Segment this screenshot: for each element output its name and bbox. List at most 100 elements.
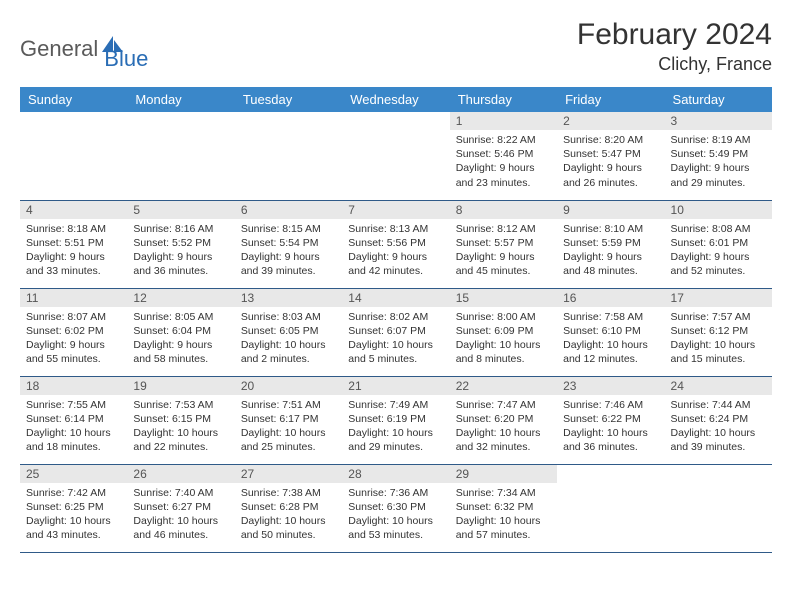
day-number: 16 bbox=[557, 289, 664, 307]
day-details: Sunrise: 8:18 AMSunset: 5:51 PMDaylight:… bbox=[20, 219, 127, 283]
day-details: Sunrise: 7:55 AMSunset: 6:14 PMDaylight:… bbox=[20, 395, 127, 459]
day-cell: 21Sunrise: 7:49 AMSunset: 6:19 PMDayligh… bbox=[342, 376, 449, 464]
day-cell: 13Sunrise: 8:03 AMSunset: 6:05 PMDayligh… bbox=[235, 288, 342, 376]
day-number: 27 bbox=[235, 465, 342, 483]
location: Clichy, France bbox=[577, 54, 772, 75]
day-details: Sunrise: 8:00 AMSunset: 6:09 PMDaylight:… bbox=[450, 307, 557, 371]
day-number: 12 bbox=[127, 289, 234, 307]
day-details: Sunrise: 8:19 AMSunset: 5:49 PMDaylight:… bbox=[665, 130, 772, 194]
day-number: 22 bbox=[450, 377, 557, 395]
empty-cell bbox=[557, 464, 664, 552]
calendar-header-row: SundayMondayTuesdayWednesdayThursdayFrid… bbox=[20, 87, 772, 112]
day-number: 24 bbox=[665, 377, 772, 395]
empty-cell bbox=[127, 112, 234, 200]
weekday-header: Monday bbox=[127, 87, 234, 112]
day-number: 3 bbox=[665, 112, 772, 130]
day-details: Sunrise: 7:47 AMSunset: 6:20 PMDaylight:… bbox=[450, 395, 557, 459]
day-number: 13 bbox=[235, 289, 342, 307]
day-cell: 1Sunrise: 8:22 AMSunset: 5:46 PMDaylight… bbox=[450, 112, 557, 200]
empty-cell bbox=[20, 112, 127, 200]
day-cell: 6Sunrise: 8:15 AMSunset: 5:54 PMDaylight… bbox=[235, 200, 342, 288]
day-cell: 2Sunrise: 8:20 AMSunset: 5:47 PMDaylight… bbox=[557, 112, 664, 200]
calendar-row: 4Sunrise: 8:18 AMSunset: 5:51 PMDaylight… bbox=[20, 200, 772, 288]
day-cell: 23Sunrise: 7:46 AMSunset: 6:22 PMDayligh… bbox=[557, 376, 664, 464]
day-number: 5 bbox=[127, 201, 234, 219]
empty-cell bbox=[342, 112, 449, 200]
day-details: Sunrise: 8:10 AMSunset: 5:59 PMDaylight:… bbox=[557, 219, 664, 283]
day-details: Sunrise: 7:34 AMSunset: 6:32 PMDaylight:… bbox=[450, 483, 557, 547]
weekday-header: Tuesday bbox=[235, 87, 342, 112]
day-cell: 8Sunrise: 8:12 AMSunset: 5:57 PMDaylight… bbox=[450, 200, 557, 288]
day-number: 29 bbox=[450, 465, 557, 483]
day-details: Sunrise: 7:40 AMSunset: 6:27 PMDaylight:… bbox=[127, 483, 234, 547]
day-number: 19 bbox=[127, 377, 234, 395]
day-details: Sunrise: 8:12 AMSunset: 5:57 PMDaylight:… bbox=[450, 219, 557, 283]
day-cell: 11Sunrise: 8:07 AMSunset: 6:02 PMDayligh… bbox=[20, 288, 127, 376]
calendar-body: 1Sunrise: 8:22 AMSunset: 5:46 PMDaylight… bbox=[20, 112, 772, 552]
day-number: 14 bbox=[342, 289, 449, 307]
calendar-row: 1Sunrise: 8:22 AMSunset: 5:46 PMDaylight… bbox=[20, 112, 772, 200]
day-cell: 28Sunrise: 7:36 AMSunset: 6:30 PMDayligh… bbox=[342, 464, 449, 552]
day-details: Sunrise: 7:36 AMSunset: 6:30 PMDaylight:… bbox=[342, 483, 449, 547]
day-number: 15 bbox=[450, 289, 557, 307]
calendar-row: 11Sunrise: 8:07 AMSunset: 6:02 PMDayligh… bbox=[20, 288, 772, 376]
title-block: February 2024 Clichy, France bbox=[577, 18, 772, 75]
day-details: Sunrise: 8:02 AMSunset: 6:07 PMDaylight:… bbox=[342, 307, 449, 371]
day-cell: 12Sunrise: 8:05 AMSunset: 6:04 PMDayligh… bbox=[127, 288, 234, 376]
day-details: Sunrise: 7:44 AMSunset: 6:24 PMDaylight:… bbox=[665, 395, 772, 459]
day-details: Sunrise: 8:15 AMSunset: 5:54 PMDaylight:… bbox=[235, 219, 342, 283]
header: General Blue February 2024 Clichy, Franc… bbox=[20, 18, 772, 75]
empty-cell bbox=[665, 464, 772, 552]
weekday-header: Thursday bbox=[450, 87, 557, 112]
day-number: 11 bbox=[20, 289, 127, 307]
day-cell: 19Sunrise: 7:53 AMSunset: 6:15 PMDayligh… bbox=[127, 376, 234, 464]
calendar-page: General Blue February 2024 Clichy, Franc… bbox=[0, 0, 792, 563]
day-cell: 7Sunrise: 8:13 AMSunset: 5:56 PMDaylight… bbox=[342, 200, 449, 288]
day-details: Sunrise: 7:51 AMSunset: 6:17 PMDaylight:… bbox=[235, 395, 342, 459]
day-details: Sunrise: 8:22 AMSunset: 5:46 PMDaylight:… bbox=[450, 130, 557, 194]
day-cell: 17Sunrise: 7:57 AMSunset: 6:12 PMDayligh… bbox=[665, 288, 772, 376]
day-cell: 14Sunrise: 8:02 AMSunset: 6:07 PMDayligh… bbox=[342, 288, 449, 376]
day-number: 1 bbox=[450, 112, 557, 130]
day-cell: 5Sunrise: 8:16 AMSunset: 5:52 PMDaylight… bbox=[127, 200, 234, 288]
day-number: 8 bbox=[450, 201, 557, 219]
day-number: 6 bbox=[235, 201, 342, 219]
day-details: Sunrise: 7:46 AMSunset: 6:22 PMDaylight:… bbox=[557, 395, 664, 459]
day-number: 20 bbox=[235, 377, 342, 395]
day-number: 21 bbox=[342, 377, 449, 395]
day-cell: 26Sunrise: 7:40 AMSunset: 6:27 PMDayligh… bbox=[127, 464, 234, 552]
weekday-header: Wednesday bbox=[342, 87, 449, 112]
day-cell: 24Sunrise: 7:44 AMSunset: 6:24 PMDayligh… bbox=[665, 376, 772, 464]
day-details: Sunrise: 7:58 AMSunset: 6:10 PMDaylight:… bbox=[557, 307, 664, 371]
day-number: 17 bbox=[665, 289, 772, 307]
day-number: 7 bbox=[342, 201, 449, 219]
empty-cell bbox=[235, 112, 342, 200]
day-details: Sunrise: 8:05 AMSunset: 6:04 PMDaylight:… bbox=[127, 307, 234, 371]
day-details: Sunrise: 8:13 AMSunset: 5:56 PMDaylight:… bbox=[342, 219, 449, 283]
logo-text-blue: Blue bbox=[104, 46, 148, 72]
day-cell: 3Sunrise: 8:19 AMSunset: 5:49 PMDaylight… bbox=[665, 112, 772, 200]
day-details: Sunrise: 7:38 AMSunset: 6:28 PMDaylight:… bbox=[235, 483, 342, 547]
weekday-header: Sunday bbox=[20, 87, 127, 112]
day-details: Sunrise: 8:08 AMSunset: 6:01 PMDaylight:… bbox=[665, 219, 772, 283]
day-number: 28 bbox=[342, 465, 449, 483]
calendar-table: SundayMondayTuesdayWednesdayThursdayFrid… bbox=[20, 87, 772, 553]
day-number: 10 bbox=[665, 201, 772, 219]
day-cell: 27Sunrise: 7:38 AMSunset: 6:28 PMDayligh… bbox=[235, 464, 342, 552]
day-cell: 15Sunrise: 8:00 AMSunset: 6:09 PMDayligh… bbox=[450, 288, 557, 376]
day-cell: 22Sunrise: 7:47 AMSunset: 6:20 PMDayligh… bbox=[450, 376, 557, 464]
day-cell: 18Sunrise: 7:55 AMSunset: 6:14 PMDayligh… bbox=[20, 376, 127, 464]
day-cell: 29Sunrise: 7:34 AMSunset: 6:32 PMDayligh… bbox=[450, 464, 557, 552]
day-number: 18 bbox=[20, 377, 127, 395]
day-number: 23 bbox=[557, 377, 664, 395]
weekday-header: Friday bbox=[557, 87, 664, 112]
day-number: 4 bbox=[20, 201, 127, 219]
day-number: 26 bbox=[127, 465, 234, 483]
day-details: Sunrise: 7:57 AMSunset: 6:12 PMDaylight:… bbox=[665, 307, 772, 371]
day-details: Sunrise: 7:42 AMSunset: 6:25 PMDaylight:… bbox=[20, 483, 127, 547]
day-details: Sunrise: 8:03 AMSunset: 6:05 PMDaylight:… bbox=[235, 307, 342, 371]
logo-text-general: General bbox=[20, 36, 98, 62]
day-details: Sunrise: 8:16 AMSunset: 5:52 PMDaylight:… bbox=[127, 219, 234, 283]
day-number: 25 bbox=[20, 465, 127, 483]
day-cell: 20Sunrise: 7:51 AMSunset: 6:17 PMDayligh… bbox=[235, 376, 342, 464]
